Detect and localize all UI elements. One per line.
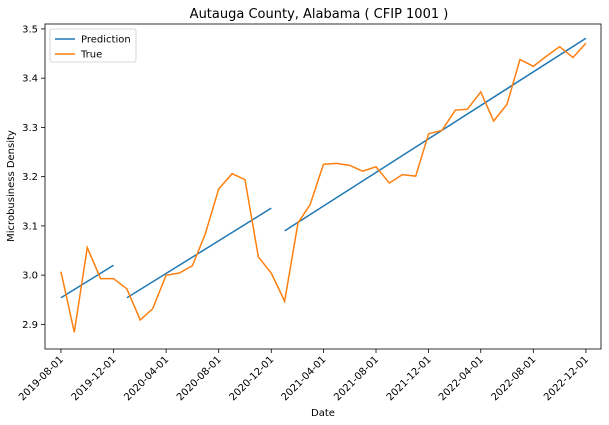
x-tick-label: 2021-04-01 bbox=[280, 354, 329, 403]
x-tick-label: 2022-12-01 bbox=[542, 354, 591, 403]
x-tick-label: 2019-12-01 bbox=[70, 354, 119, 403]
x-tick-label: 2021-08-01 bbox=[332, 354, 381, 403]
legend-label-true: True bbox=[80, 50, 102, 61]
x-axis-label: Date bbox=[311, 408, 335, 419]
x-tick-label: 2019-08-01 bbox=[17, 354, 66, 403]
y-tick-label: 3.4 bbox=[22, 74, 38, 85]
y-tick-label: 2.9 bbox=[22, 320, 38, 331]
plot-frame bbox=[44, 23, 602, 350]
x-tick-label: 2020-12-01 bbox=[228, 354, 277, 403]
prediction-series-line-segment-3 bbox=[284, 37, 587, 232]
y-tick-label: 3.3 bbox=[22, 123, 38, 134]
x-tick-label: 2020-04-01 bbox=[122, 354, 171, 403]
plot-area: 2019-08-01 2019-12-01 2020-04-01 2020-08-01… bbox=[17, 23, 602, 403]
x-axis-ticks: 2019-08-01 2019-12-01 2020-04-01 2020-08-01… bbox=[17, 349, 591, 403]
x-tick-label: 2022-04-01 bbox=[437, 354, 486, 403]
x-tick-label: 2020-08-01 bbox=[175, 354, 224, 403]
legend: Prediction True bbox=[49, 28, 137, 63]
x-tick-label: 2021-12-01 bbox=[385, 354, 434, 403]
y-axis-ticks: 2.9 3.0 3.1 3.2 3.3 3.4 3.5 bbox=[22, 24, 45, 331]
y-tick-label: 3.0 bbox=[22, 271, 38, 282]
y-tick-label: 3.1 bbox=[22, 221, 38, 232]
true-series-line bbox=[60, 42, 587, 333]
y-tick-label: 3.2 bbox=[22, 172, 38, 183]
legend-label-prediction: Prediction bbox=[81, 35, 131, 46]
prediction-series-line-segment-2 bbox=[126, 207, 272, 299]
y-axis-label: Microbusiness Density bbox=[6, 130, 17, 242]
prediction-series-line-segment-1 bbox=[60, 264, 114, 299]
y-tick-label: 3.5 bbox=[22, 24, 38, 35]
x-tick-label: 2022-08-01 bbox=[490, 354, 539, 403]
chart-title: Autauga County, Alabama ( CFIP 1001 ) bbox=[190, 7, 449, 22]
